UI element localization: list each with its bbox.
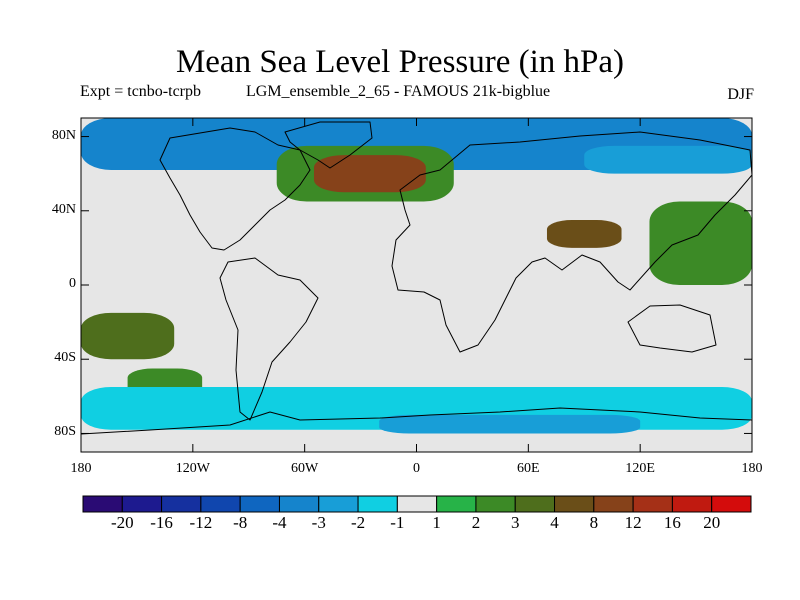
region-antarctic-coast-low [379,414,641,434]
plot-title: Mean Sea Level Pressure (in hPa) [175,44,625,80]
colorbar-label: -16 [150,513,173,532]
colorbar-box [593,495,634,513]
colorbar-label: -8 [233,513,248,532]
lon-tick-label: 60W [291,461,319,476]
colorbar-box [554,495,595,513]
coast-australia [627,304,717,353]
colorbar-label: -1 [390,513,405,532]
lon-tick-label: 120E [625,461,655,476]
colorbar-box [200,495,241,513]
colorbar-label: 3 [510,513,520,532]
colorbar-label: 16 [663,513,681,532]
colorbar-box [396,495,438,513]
coast-antarctica [81,407,752,435]
colorbar-box [436,495,477,513]
colorbar-label: -12 [189,513,213,532]
colorbar-box [632,495,673,513]
map-field [81,118,752,452]
lon-tick-label: 180 [741,461,763,476]
colorbar-box [161,495,202,513]
colorbar-box [711,495,752,513]
lat-tick-label: 0 [69,276,76,291]
region-arctic-low-east [584,145,752,174]
colorbar-box [82,495,123,513]
colorbar-box [239,495,280,513]
lat-tick-label: 80N [51,127,76,143]
lon-tick-label: 0 [413,461,420,476]
colorbar-label: -20 [110,513,134,532]
colorbar-box [475,495,516,513]
colorbar-label: -4 [272,513,287,532]
coast-north-america [159,127,311,251]
experiment-label: Expt = tcnbo-tcrpb [80,83,201,100]
lon-tick-label: 60E [517,461,540,476]
colorbar-box [514,495,556,513]
colorbar-label: 8 [589,513,599,532]
lon-tick-label: 120W [175,461,210,476]
region-south-pacific-high [81,312,175,360]
colorbar [82,495,752,513]
colorbar-label: -3 [311,513,326,532]
colorbar-box [318,495,359,513]
region-north-atlantic-high-core [313,155,426,193]
region-west-pacific-high [649,201,752,285]
colorbar-label: -2 [350,513,366,532]
coast-eurasia-africa [391,131,752,353]
season-label: DJF [727,86,754,103]
coast-greenland [284,121,373,169]
run-label: LGM_ensemble_2_65 - FAMOUS 21k-bigblue [246,83,551,100]
colorbar-label: 1 [432,513,441,532]
colorbar-label: 20 [703,513,721,532]
colorbar-label: 4 [550,513,559,532]
axis-ticks [80,118,753,452]
colorbar-box [671,495,713,513]
colorbar-box [278,495,320,513]
lat-tick-label: 40S [54,350,76,366]
lat-tick-label: 40N [51,201,76,217]
colorbar-label: 2 [471,513,481,532]
region-pacific-tropical-low [230,220,380,304]
lat-tick-label: 80S [54,424,76,440]
colorbar-box [357,495,398,513]
coast-south-america [219,257,319,421]
region-east-asia-high [546,220,622,248]
lon-tick-label: 180 [70,461,92,476]
colorbar-label: 12 [624,513,642,532]
coastlines [81,121,752,435]
region-indian-ocean-low [435,285,585,360]
colorbar-box [121,495,163,513]
